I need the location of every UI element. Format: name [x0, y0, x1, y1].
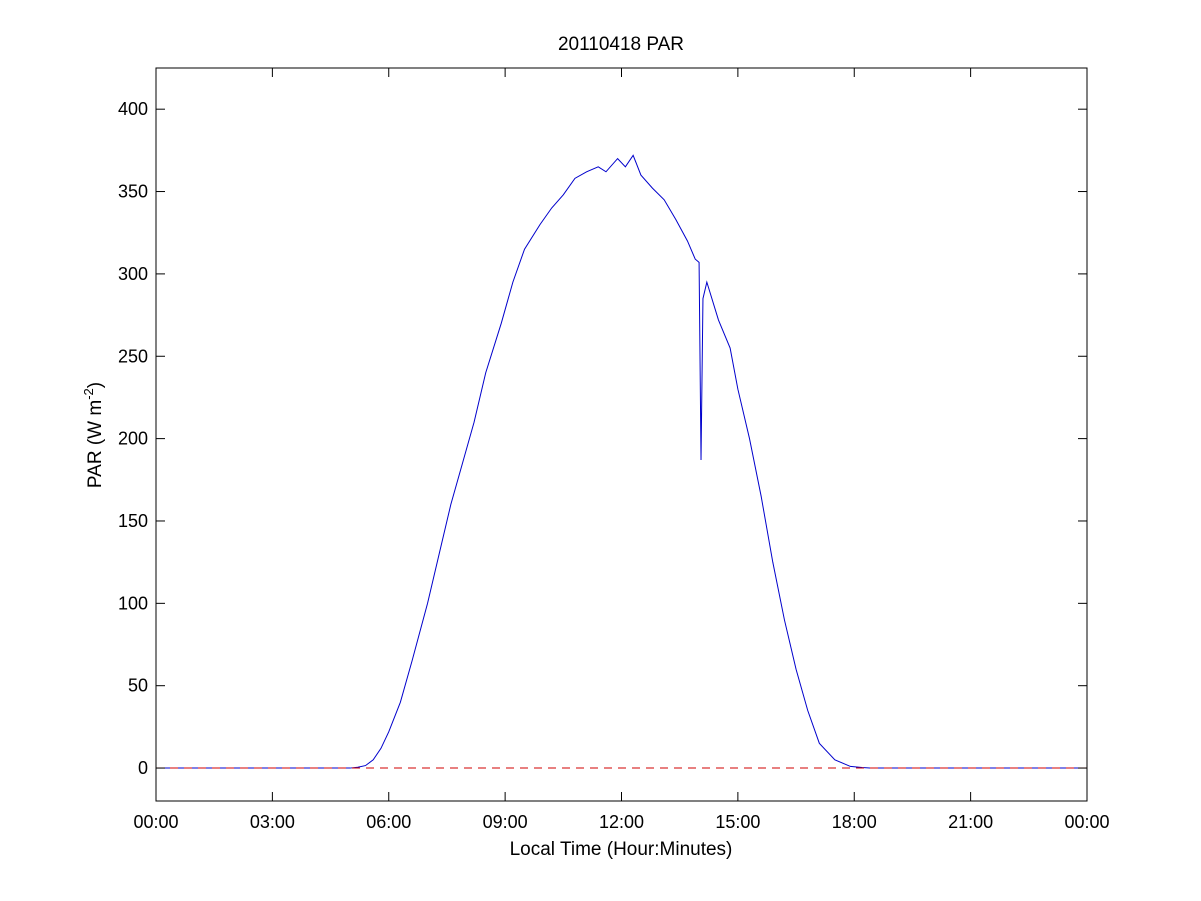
y-tick-label: 300 — [118, 264, 148, 284]
y-axis-label-close: ) — [85, 382, 106, 388]
y-axis-label-base: PAR (W m — [85, 400, 106, 488]
chart-title: 20110418 PAR — [558, 34, 684, 55]
x-tick-label: 21:00 — [948, 812, 993, 832]
x-tick-label: 00:00 — [1064, 812, 1109, 832]
x-tick-label: 15:00 — [715, 812, 760, 832]
x-tick-label: 00:00 — [133, 812, 178, 832]
y-axis-label: PAR (W m-2) — [81, 382, 106, 488]
plot-area — [156, 68, 1087, 801]
y-tick-label: 400 — [118, 99, 148, 119]
plot-frame — [155, 67, 1088, 802]
x-tick-label: 18:00 — [832, 812, 877, 832]
series-layer — [156, 154, 1087, 769]
y-tick-label: 200 — [118, 429, 148, 449]
y-tick-label: 0 — [138, 758, 148, 778]
y-tick-label: 50 — [128, 676, 148, 696]
x-tick-label: 03:00 — [250, 812, 295, 832]
x-tick-label: 12:00 — [599, 812, 644, 832]
x-tick-label: 06:00 — [366, 812, 411, 832]
par-series-line — [156, 154, 1087, 769]
tick-layer: 00:00 03:00 06:00 09:00 12:00 15:00 18:00 21:00… — [118, 68, 1110, 832]
y-tick-label: 150 — [118, 511, 148, 531]
y-axis-label-superscript: -2 — [81, 388, 96, 400]
y-tick-label: 250 — [118, 346, 148, 366]
x-axis-label: Local Time (Hour:Minutes) — [510, 839, 733, 860]
y-tick-label: 100 — [118, 593, 148, 613]
y-tick-label: 350 — [118, 182, 148, 202]
x-tick-label: 09:00 — [483, 812, 528, 832]
